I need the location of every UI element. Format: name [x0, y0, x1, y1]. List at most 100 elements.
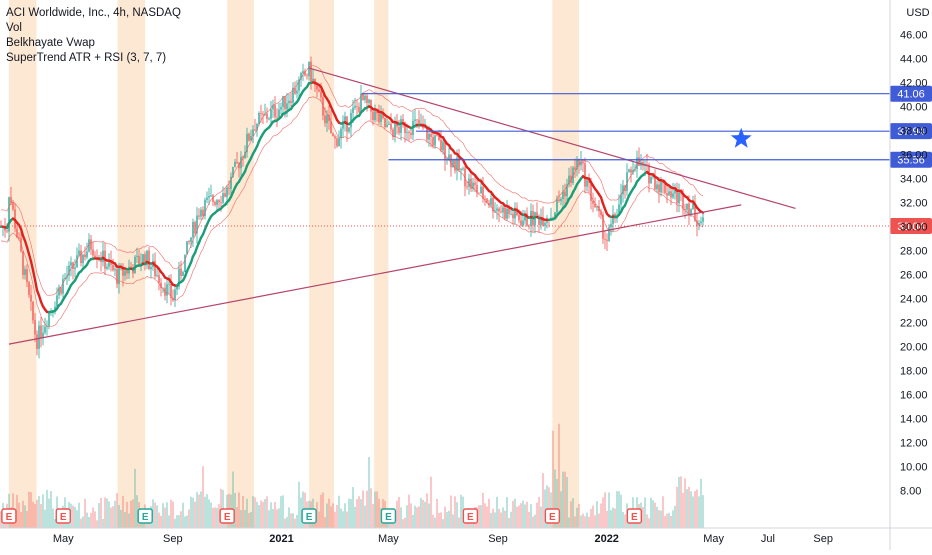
price-tick-label: 42.00 — [900, 77, 928, 89]
volume-bar — [42, 494, 43, 528]
price-tick-label: 44.00 — [900, 53, 928, 65]
candle-body — [352, 108, 353, 113]
volume-bar — [446, 512, 447, 528]
candle-body — [318, 89, 319, 91]
volume-bar — [648, 518, 649, 528]
candle-body — [210, 195, 211, 196]
volume-bar — [322, 492, 323, 528]
volume-bar — [208, 499, 209, 528]
volume-bar — [48, 499, 49, 528]
volume-bar — [480, 505, 481, 528]
volume-bar — [600, 504, 601, 528]
candle-body — [260, 113, 261, 114]
session-band — [374, 0, 388, 528]
price-tick-label: 8.00 — [900, 486, 921, 498]
price-tick-label: 36.00 — [900, 149, 928, 161]
price-tick-label: 20.00 — [900, 342, 928, 354]
candle-body — [586, 180, 587, 186]
volume-bar — [332, 503, 333, 528]
volume-bar — [38, 496, 39, 528]
candle-body — [118, 268, 119, 284]
candle-body — [74, 267, 75, 269]
volume-bar — [434, 518, 435, 528]
candle-body — [364, 96, 365, 100]
legend-indicator-supertrend[interactable]: SuperTrend ATR + RSI (3, 7, 7) — [6, 51, 181, 66]
candle-body — [42, 333, 43, 338]
volume-bar — [126, 502, 127, 528]
volume-bar — [330, 506, 331, 528]
volume-bar — [26, 511, 27, 528]
candle-body — [378, 113, 379, 122]
price-tick-label: 30.00 — [900, 221, 928, 233]
candle-body — [316, 85, 317, 89]
candle-body — [102, 251, 103, 262]
volume-bar — [284, 519, 285, 528]
legend-indicator-vol[interactable]: Vol — [6, 21, 181, 36]
volume-bar — [406, 505, 407, 528]
volume-bar — [78, 503, 79, 528]
volume-bar — [678, 477, 679, 528]
volume-bar — [482, 493, 483, 528]
earnings-marker: E — [463, 509, 477, 523]
volume-bar — [88, 517, 89, 528]
volume-bar — [258, 505, 259, 528]
earnings-marker-label: E — [6, 512, 13, 523]
volume-bar — [618, 491, 619, 528]
legend-indicator-vwap[interactable]: Belkhayate Vwap — [6, 36, 181, 51]
candle-body — [194, 222, 195, 233]
volume-bar — [82, 516, 83, 528]
volume-bar — [564, 472, 565, 528]
candle-body — [268, 119, 269, 120]
volume-bar — [418, 506, 419, 528]
volume-bar — [238, 492, 239, 528]
candle-body — [410, 133, 411, 135]
candle-body — [702, 218, 703, 222]
candle-body — [400, 119, 401, 133]
volume-bar — [444, 507, 445, 528]
candle-body — [660, 181, 661, 192]
volume-bar — [458, 517, 459, 528]
volume-bar — [594, 515, 595, 528]
volume-bar — [264, 499, 265, 528]
volume-bar — [368, 457, 369, 528]
volume-bar — [342, 511, 343, 528]
candle-body — [656, 184, 657, 189]
volume-bar — [374, 492, 375, 528]
candle-body — [450, 155, 451, 168]
candle-body — [294, 88, 295, 93]
session-band — [227, 0, 254, 528]
volume-bar — [244, 510, 245, 528]
volume-bar — [478, 505, 479, 528]
volume-bar — [184, 517, 185, 528]
candle-body — [126, 271, 127, 274]
candle-body — [408, 132, 409, 133]
candle-body — [452, 160, 453, 167]
candle-body — [530, 211, 531, 226]
dividend-marker: E — [138, 509, 152, 523]
candle-body — [106, 267, 107, 269]
volume-bar — [112, 506, 113, 528]
candle-body — [134, 257, 135, 274]
volume-bar — [44, 510, 45, 528]
volume-bar — [108, 501, 109, 528]
candle-body — [436, 135, 437, 136]
volume-bar — [664, 516, 665, 528]
volume-bar — [416, 507, 417, 528]
price-tick-label: 16.00 — [900, 390, 928, 402]
volume-bar — [168, 515, 169, 528]
volume-bar — [86, 513, 87, 528]
candle-body — [290, 101, 291, 103]
volume-bar — [162, 503, 163, 528]
volume-bar — [454, 496, 455, 528]
candle-body — [24, 269, 25, 275]
volume-bar — [486, 507, 487, 528]
dividend-marker-label: E — [306, 512, 313, 523]
volume-bar — [352, 487, 353, 528]
volume-bar — [80, 519, 81, 528]
volume-bar — [674, 506, 675, 528]
volume-bar — [624, 514, 625, 528]
candle-body — [320, 92, 321, 98]
volume-bar — [24, 505, 25, 528]
